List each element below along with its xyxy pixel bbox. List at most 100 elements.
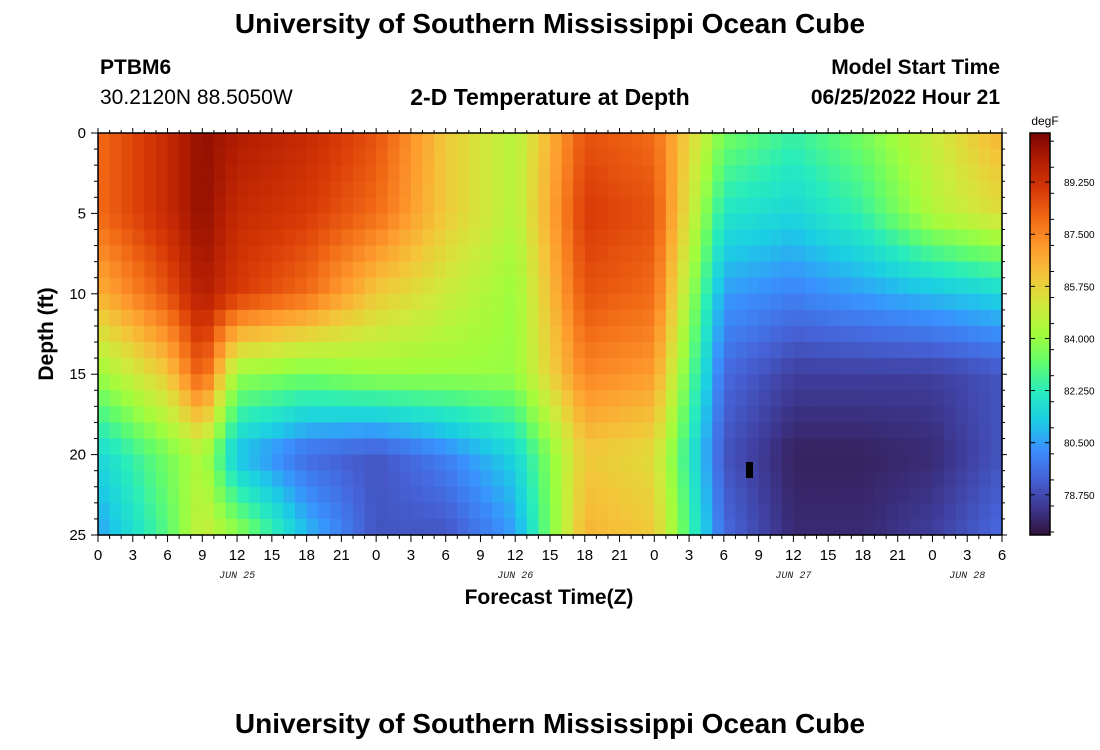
- heatmap-cell: [364, 422, 377, 440]
- heatmap-cell: [573, 325, 586, 343]
- heatmap-cell: [990, 293, 1003, 311]
- heatmap-cell: [109, 470, 122, 488]
- heatmap-cell: [526, 470, 540, 488]
- heatmap-cell: [920, 277, 934, 295]
- heatmap-cell: [167, 229, 180, 247]
- heatmap-cell: [526, 438, 540, 456]
- heatmap-cell: [260, 197, 273, 214]
- heatmap-cell: [341, 197, 354, 214]
- heatmap-cell: [770, 277, 783, 295]
- heatmap-cell: [121, 197, 134, 214]
- heatmap-cell: [399, 518, 412, 536]
- heatmap-cell: [828, 486, 841, 504]
- heatmap-cell: [468, 358, 482, 375]
- heatmap-cell: [793, 133, 806, 150]
- heatmap-cell: [295, 197, 308, 214]
- heatmap-cell: [886, 197, 899, 214]
- heatmap-cell: [677, 358, 690, 375]
- heatmap-cell: [364, 390, 377, 407]
- heatmap-cell: [515, 309, 528, 327]
- heatmap-cell: [886, 229, 899, 247]
- heatmap-cell: [712, 422, 725, 440]
- heatmap-cell: [144, 454, 157, 472]
- heatmap-cell: [781, 213, 794, 231]
- heatmap-cell: [410, 293, 424, 311]
- heatmap-cell: [515, 358, 528, 375]
- heatmap-cell: [839, 374, 852, 391]
- heatmap-cell: [538, 229, 551, 247]
- heatmap-cell: [387, 422, 400, 440]
- heatmap-cell: [248, 181, 261, 198]
- heatmap-cell: [677, 165, 690, 182]
- heatmap-cell: [886, 518, 899, 536]
- heatmap-cell: [700, 245, 713, 263]
- heatmap-cell: [271, 454, 285, 472]
- heatmap-cell: [155, 358, 169, 375]
- heatmap-cell: [689, 406, 702, 424]
- heatmap-cell: [468, 454, 482, 472]
- heatmap-cell: [851, 422, 864, 440]
- heatmap-cell: [468, 502, 482, 520]
- heatmap-cell: [747, 502, 760, 520]
- heatmap-cell: [909, 181, 922, 198]
- heatmap-cell: [955, 325, 968, 343]
- heatmap-cell: [932, 438, 945, 456]
- heatmap-cell: [886, 422, 899, 440]
- heatmap-cell: [225, 229, 238, 247]
- heatmap-cell: [816, 229, 829, 247]
- heatmap-cell: [132, 518, 145, 536]
- heatmap-cell: [503, 213, 516, 231]
- heatmap-cell: [167, 213, 180, 231]
- heatmap-cell: [352, 342, 366, 359]
- heatmap-cell: [758, 229, 771, 247]
- heatmap-cell: [237, 133, 250, 150]
- heatmap-cell: [503, 197, 516, 214]
- heatmap-cell: [109, 454, 122, 472]
- heatmap-cell: [723, 422, 737, 440]
- heatmap-cell: [179, 390, 192, 407]
- heatmap-cell: [665, 342, 679, 359]
- heatmap-cell: [155, 133, 169, 150]
- heatmap-cell: [955, 518, 968, 536]
- heatmap-cell: [990, 229, 1003, 247]
- heatmap-cell: [457, 502, 470, 520]
- heatmap-cell: [793, 454, 806, 472]
- heatmap-cell: [295, 277, 308, 295]
- heatmap-cell: [700, 149, 713, 166]
- heatmap-cell: [364, 438, 377, 456]
- heatmap-cell: [480, 454, 493, 472]
- heatmap-cell: [909, 309, 922, 327]
- heatmap-cell: [596, 197, 609, 214]
- x-day-label: JUN 25: [219, 571, 255, 582]
- heatmap-cell: [538, 502, 551, 520]
- heatmap-cell: [167, 309, 180, 327]
- heatmap-cell: [932, 149, 945, 166]
- heatmap-cell: [804, 518, 818, 536]
- heatmap-cell: [213, 438, 227, 456]
- heatmap-cell: [202, 470, 215, 488]
- heatmap-cell: [944, 518, 957, 536]
- heatmap-cell: [526, 277, 540, 295]
- heatmap-cell: [202, 502, 215, 520]
- heatmap-cell: [665, 149, 679, 166]
- heatmap-cell: [735, 293, 748, 311]
- heatmap-cell: [700, 422, 713, 440]
- heatmap-cell: [480, 325, 493, 343]
- heatmap-cell: [167, 438, 180, 456]
- heatmap-cell: [978, 181, 992, 198]
- heatmap-cell: [828, 309, 841, 327]
- heatmap-cell: [735, 406, 748, 424]
- heatmap-cell: [839, 470, 852, 488]
- heatmap-cell: [804, 422, 818, 440]
- heatmap-cell: [758, 438, 771, 456]
- heatmap-cell: [202, 518, 215, 536]
- heatmap-cell: [341, 325, 354, 343]
- heatmap-cell: [457, 197, 470, 214]
- heatmap-cell: [352, 309, 366, 327]
- heatmap-cell: [202, 454, 215, 472]
- heatmap-cell: [990, 502, 1003, 520]
- heatmap-cell: [271, 149, 285, 166]
- heatmap-cell: [642, 406, 655, 424]
- heatmap-cell: [515, 149, 528, 166]
- heatmap-cell: [550, 245, 563, 263]
